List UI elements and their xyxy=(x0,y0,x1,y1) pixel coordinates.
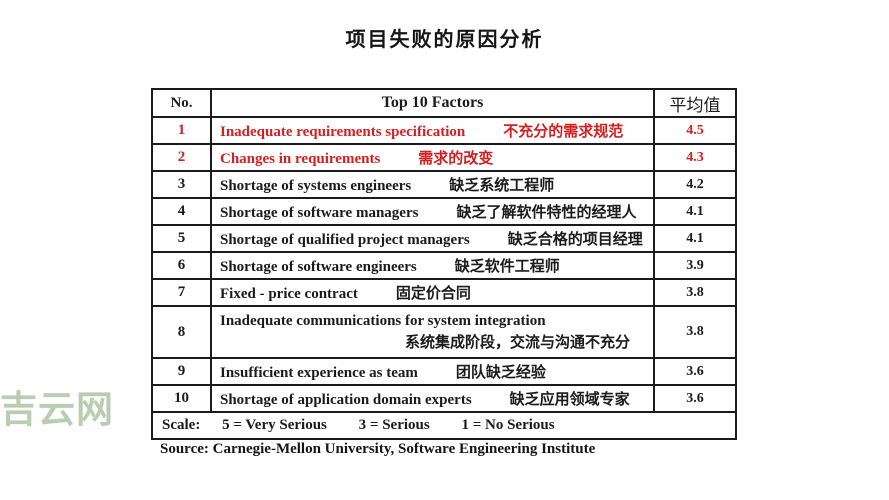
factor-cell: Insufficient experience as team 团队缺乏经验 xyxy=(210,357,655,386)
row-number: 3 xyxy=(151,170,212,199)
factor-english: Inadequate requirements specification xyxy=(220,124,466,140)
factor-cell: Shortage of systems engineers 缺乏系统工程师 xyxy=(210,170,655,199)
row-number: 1 xyxy=(151,116,212,145)
factor-english: Shortage of systems engineers xyxy=(220,178,412,194)
scale-item-3: 1 = No Serious xyxy=(461,417,555,433)
factor-chinese: 缺乏应用领域专家 xyxy=(509,391,630,408)
factor-cell: Fixed - price contract 固定价合同 xyxy=(210,278,655,307)
average-value: 4.1 xyxy=(653,224,737,253)
table-header-row: No. Top 10 Factors 平均值 xyxy=(151,88,737,118)
page-title: 项目失败的原因分析 xyxy=(345,29,544,51)
factor-cell: Shortage of software managers 缺乏了解软件特性的经… xyxy=(210,197,655,226)
table-row: 4 Shortage of software managers 缺乏了解软件特性… xyxy=(151,197,737,226)
table-row: 5 Shortage of qualified project managers… xyxy=(151,224,737,253)
factor-english: Inadequate communications for system int… xyxy=(220,312,546,329)
average-value: 3.6 xyxy=(653,384,737,413)
scale-note-row: Scale: 5 = Very Serious 3 = Serious 1 = … xyxy=(151,411,737,440)
row-number: 6 xyxy=(151,251,212,280)
row-number: 9 xyxy=(151,357,212,386)
factor-english: Shortage of application domain experts xyxy=(220,392,472,408)
average-value: 4.3 xyxy=(653,143,737,172)
factor-cell: Inadequate requirements specification 不充… xyxy=(210,116,655,145)
factor-chinese: 固定价合同 xyxy=(395,285,471,302)
average-value: 3.8 xyxy=(653,305,737,359)
factor-chinese: 缺乏软件工程师 xyxy=(454,258,560,275)
average-value: 4.1 xyxy=(653,197,737,226)
factor-english: Insufficient experience as team xyxy=(220,365,418,381)
watermark-text: 吉云网 xyxy=(0,389,114,430)
factor-chinese: 需求的改变 xyxy=(418,150,494,167)
table-row: 8 Inadequate communications for system i… xyxy=(151,305,737,359)
average-value: 3.8 xyxy=(653,278,737,307)
row-number: 10 xyxy=(151,384,212,413)
factor-cell: Changes in requirements 需求的改变 xyxy=(210,143,655,172)
row-number: 4 xyxy=(151,197,212,226)
factor-chinese: 不充分的需求规范 xyxy=(503,123,624,140)
factor-english: Changes in requirements xyxy=(220,151,381,167)
table-row: 2 Changes in requirements 需求的改变 4.3 xyxy=(151,143,737,172)
factor-chinese: 缺乏了解软件特性的经理人 xyxy=(456,204,637,221)
factor-cell: Inadequate communications for system int… xyxy=(210,305,655,359)
top10-factors-table: No. Top 10 Factors 平均值 1 Inadequate requ… xyxy=(151,88,737,440)
row-number: 2 xyxy=(151,143,212,172)
scale-item-2: 3 = Serious xyxy=(358,417,430,433)
factor-cell: Shortage of application domain experts 缺… xyxy=(210,384,655,413)
factor-english: Shortage of qualified project managers xyxy=(220,232,470,248)
header-average: 平均值 xyxy=(653,88,737,118)
factor-english: Shortage of software managers xyxy=(220,205,419,221)
source-citation: Source: Carnegie-Mellon University, Soft… xyxy=(160,441,596,457)
average-value: 4.2 xyxy=(653,170,737,199)
header-factors: Top 10 Factors xyxy=(210,88,655,118)
header-no: No. xyxy=(151,88,212,118)
factor-chinese: 缺乏合格的项目经理 xyxy=(507,231,643,248)
average-value: 3.9 xyxy=(653,251,737,280)
average-value: 4.5 xyxy=(653,116,737,145)
row-number: 5 xyxy=(151,224,212,253)
table-row: 7 Fixed - price contract 固定价合同 3.8 xyxy=(151,278,737,307)
factor-chinese: 团队缺乏经验 xyxy=(455,364,546,381)
scale-item-1: 5 = Very Serious xyxy=(222,417,327,433)
average-value: 3.6 xyxy=(653,357,737,386)
table-row: 9 Insufficient experience as team 团队缺乏经验… xyxy=(151,357,737,386)
row-number: 7 xyxy=(151,278,212,307)
factor-chinese: 系统集成阶段，交流与沟通不充分 xyxy=(405,333,631,351)
scale-label: Scale: xyxy=(162,417,201,433)
factor-cell: Shortage of software engineers 缺乏软件工程师 xyxy=(210,251,655,280)
scale-note: Scale: 5 = Very Serious 3 = Serious 1 = … xyxy=(151,411,737,440)
row-number: 8 xyxy=(151,305,212,359)
table-row: 10 Shortage of application domain expert… xyxy=(151,384,737,413)
table-row: 3 Shortage of systems engineers 缺乏系统工程师 … xyxy=(151,170,737,199)
factor-cell: Shortage of qualified project managers 缺… xyxy=(210,224,655,253)
factor-english: Shortage of software engineers xyxy=(220,259,417,275)
factor-chinese: 缺乏系统工程师 xyxy=(449,177,555,194)
table-row: 1 Inadequate requirements specification … xyxy=(151,116,737,145)
table-row: 6 Shortage of software engineers 缺乏软件工程师… xyxy=(151,251,737,280)
factor-english: Fixed - price contract xyxy=(220,286,358,302)
